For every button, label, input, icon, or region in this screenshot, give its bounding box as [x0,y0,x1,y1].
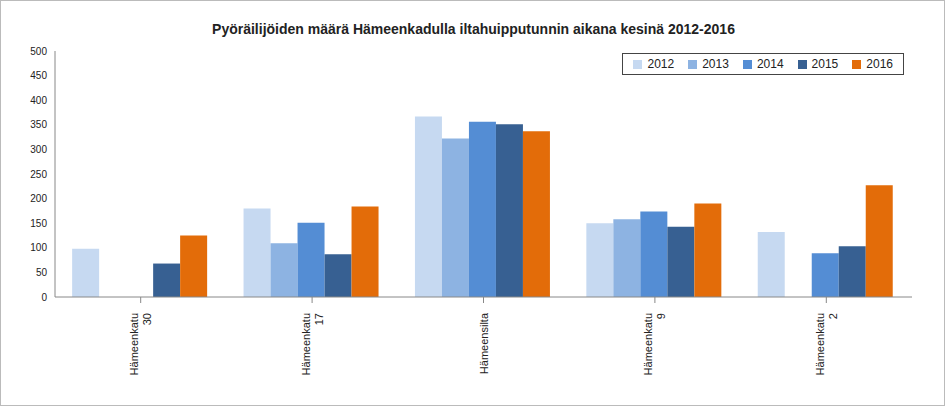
svg-text:0: 0 [41,292,47,303]
svg-text:Hämeenkatu30: Hämeenkatu30 [128,313,153,375]
svg-text:450: 450 [30,70,47,81]
svg-text:200: 200 [30,193,47,204]
html-text:2012: 2012 [647,57,675,71]
html-text:2013: 2013 [702,57,729,71]
html-text:2016: 2016 [866,57,893,71]
svg-text:500: 500 [30,46,47,57]
html-text:2015: 2015 [811,57,839,71]
svg-text:400: 400 [30,95,47,106]
svg-text:Hämeenkatu2: Hämeenkatu2 [814,313,839,375]
html-text:2014: 2014 [756,57,784,71]
svg-text:Hämeensilta: Hämeensilta [478,312,490,374]
svg-text:250: 250 [30,169,47,180]
svg-text:350: 350 [30,119,47,130]
svg-text:Hämeenkatu17: Hämeenkatu17 [300,313,325,375]
html-text:Pyöräilijöiden määrä Hämeenkad: Pyöräilijöiden määrä Hämeenkadulla iltah… [212,21,735,37]
svg-text:100: 100 [30,242,47,253]
svg-text:50: 50 [36,267,48,278]
svg-text:Hämeenkatu9: Hämeenkatu9 [642,313,667,375]
svg-text:300: 300 [30,144,47,155]
svg-text:150: 150 [30,218,47,229]
